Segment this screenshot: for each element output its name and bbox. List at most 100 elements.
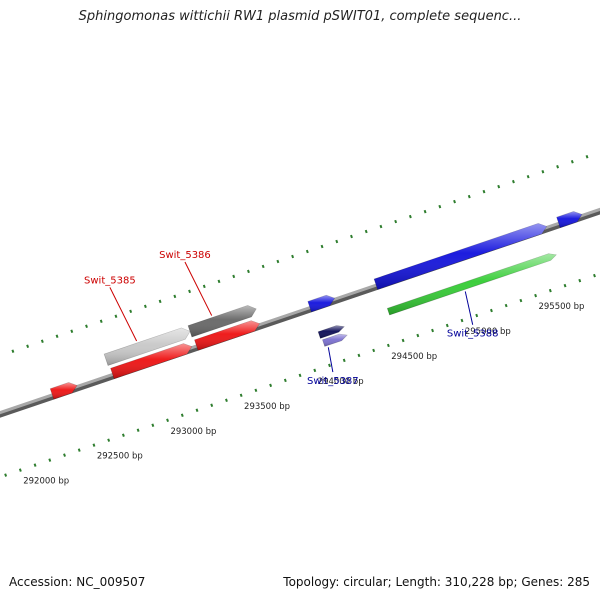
gene-shine (194, 320, 260, 351)
inner-tick (519, 298, 523, 303)
outer-tick (453, 199, 456, 204)
inner-tick (534, 293, 538, 298)
gene-feature[interactable] (194, 320, 261, 351)
outer-tick (276, 259, 280, 264)
outer-tick (173, 294, 177, 299)
inner-tick (254, 388, 258, 393)
inner-tick (416, 333, 420, 338)
gene-feature[interactable] (322, 333, 348, 347)
gene-feature[interactable] (103, 327, 191, 366)
inner-tick (563, 283, 567, 288)
outer-tick (482, 189, 486, 194)
outer-tick (335, 239, 339, 244)
inner-tick (578, 278, 582, 283)
outer-tick (11, 349, 15, 353)
gene-feature[interactable] (556, 211, 583, 228)
inner-tick (107, 438, 111, 442)
scale-label: 294000 bp (318, 377, 364, 387)
outer-tick (364, 229, 368, 234)
gene-label-leader (464, 291, 474, 325)
outer-tick (570, 159, 574, 164)
inner-tick (225, 398, 228, 403)
gene-label-leader (327, 347, 334, 373)
label-layer: 292000 bp 292500 bp 293000 bp 293500 bp 2940… (23, 250, 584, 487)
gene-feature[interactable] (49, 382, 78, 400)
outer-tick (585, 155, 589, 159)
inner-tick (475, 313, 479, 318)
outer-tick (261, 264, 265, 269)
inner-tick (33, 463, 37, 467)
gene-feature[interactable] (110, 343, 193, 380)
outer-tick (291, 254, 295, 259)
gene-label[interactable]: Swit_5387 (307, 376, 359, 387)
gene-label[interactable]: Swit_5388 (447, 329, 499, 340)
outer-tick (232, 274, 236, 279)
gene-label[interactable]: Swit_5386 (159, 250, 211, 261)
inner-tick (313, 368, 317, 373)
gene-shine (110, 343, 192, 379)
outer-tick (114, 314, 118, 319)
gene-label-leader (109, 287, 138, 342)
outer-tick (40, 339, 44, 343)
outer-tick (70, 329, 74, 334)
outer-tick (188, 289, 191, 294)
inner-tick (372, 348, 376, 353)
inner-tick (357, 353, 361, 358)
outer-tick (467, 194, 471, 199)
inner-tick (18, 468, 22, 472)
scale-label: 293000 bp (170, 427, 216, 437)
inner-tick (180, 413, 184, 417)
scale-label: 292000 bp (23, 477, 69, 487)
outer-tick (143, 304, 147, 309)
outer-tick (512, 179, 515, 184)
scale-label: 292500 bp (97, 452, 143, 462)
inner-tick (151, 423, 155, 427)
gene-shine (188, 305, 257, 338)
inner-tick (328, 363, 331, 368)
inner-tick (548, 288, 552, 293)
gene-shine (387, 253, 557, 315)
gene-feature[interactable] (373, 223, 548, 290)
inner-tick (342, 358, 346, 363)
gene-shine (50, 382, 78, 400)
inner-tick (593, 273, 596, 278)
gene-label-leader (184, 261, 213, 316)
inner-tick (136, 428, 140, 432)
inner-tick (298, 373, 302, 378)
scale-label: 293500 bp (244, 402, 290, 412)
gene-feature[interactable] (307, 294, 336, 313)
outer-tick (202, 284, 206, 289)
outer-tick (217, 279, 221, 284)
inner-tick (445, 323, 449, 328)
inner-tick (401, 338, 405, 343)
outer-tick (55, 334, 59, 338)
scale-label: 295000 bp (465, 327, 511, 337)
inner-tick (283, 378, 287, 383)
gene-shine (104, 327, 190, 366)
gene-feature[interactable] (187, 305, 257, 338)
gene-shine (322, 334, 348, 347)
inner-tick (269, 383, 273, 388)
inner-tick (431, 328, 434, 333)
outer-tick (379, 224, 383, 229)
gene-shine (556, 211, 582, 228)
outer-tick (541, 169, 545, 174)
topology-text: Topology: circular; Length: 310,228 bp; … (283, 575, 590, 589)
outer-tick (99, 319, 103, 324)
outer-tick (408, 214, 412, 219)
scale-label: 295500 bp (538, 302, 584, 312)
gene-label[interactable]: Swit_5385 (84, 275, 136, 286)
gene-feature[interactable] (317, 325, 345, 339)
inner-tick (121, 433, 125, 437)
outer-tick (423, 209, 427, 214)
inner-tick (386, 343, 390, 348)
inner-tick (63, 453, 66, 457)
outer-tick (85, 324, 88, 329)
outer-tick (305, 249, 309, 254)
inner-tick (490, 308, 493, 313)
inner-tick (77, 448, 81, 452)
outer-tick (247, 269, 250, 274)
gene-feature[interactable] (386, 253, 557, 316)
inner-tick (92, 443, 96, 447)
